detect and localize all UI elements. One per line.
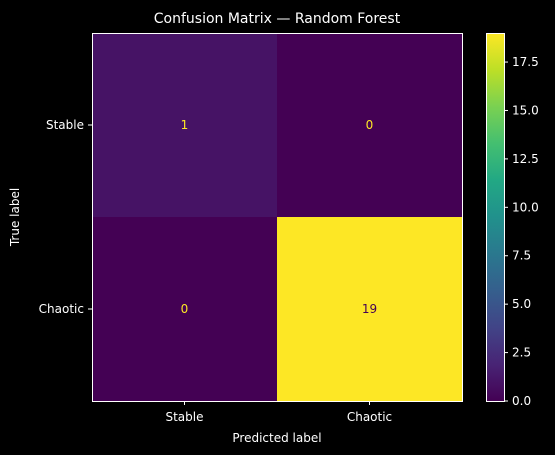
cell-value-label: 0 (366, 118, 374, 132)
heatmap-cell (277, 33, 463, 218)
heatmap-cell (92, 217, 278, 402)
plot-frame (92, 33, 463, 402)
x-axis-ticks: Stable Chaotic (165, 401, 392, 424)
y-axis-label: True label (8, 188, 22, 247)
y-tick-label: Chaotic (39, 302, 84, 316)
cell-value-label: 1 (181, 118, 189, 132)
x-axis-label: Predicted label (232, 431, 321, 445)
cell-value-label: 19 (362, 302, 377, 316)
heatmap-cell (92, 33, 278, 218)
y-tick-label: Stable (46, 118, 84, 132)
colorbar-tick-label: 15.0 (512, 103, 539, 117)
colorbar-tick-label: 5.0 (512, 297, 531, 311)
colorbar-frame (486, 33, 505, 402)
cell-value-label: 0 (181, 302, 189, 316)
heatmap-cell-labels: 1 0 0 19 (181, 118, 377, 316)
colorbar-gradient (486, 33, 504, 401)
colorbar-tick-label: 12.5 (512, 152, 539, 166)
heatmap-cells (92, 33, 463, 402)
x-tick-label: Stable (165, 410, 203, 424)
colorbar-tick-label: 10.0 (512, 200, 539, 214)
colorbar-ticks: 0.0 2.5 5.0 7.5 10.0 12.5 15.0 17.5 (504, 55, 539, 408)
y-axis-ticks: Stable Chaotic (39, 118, 92, 316)
chart-title: Confusion Matrix — Random Forest (154, 11, 401, 27)
colorbar-tick-label: 17.5 (512, 55, 539, 69)
colorbar-tick-label: 0.0 (512, 394, 531, 408)
heatmap-cell (277, 217, 463, 402)
colorbar: 0.0 2.5 5.0 7.5 10.0 12.5 15.0 17.5 (486, 33, 539, 408)
colorbar-tick-label: 2.5 (512, 346, 531, 360)
colorbar-tick-label: 7.5 (512, 249, 531, 263)
x-tick-label: Chaotic (347, 410, 392, 424)
